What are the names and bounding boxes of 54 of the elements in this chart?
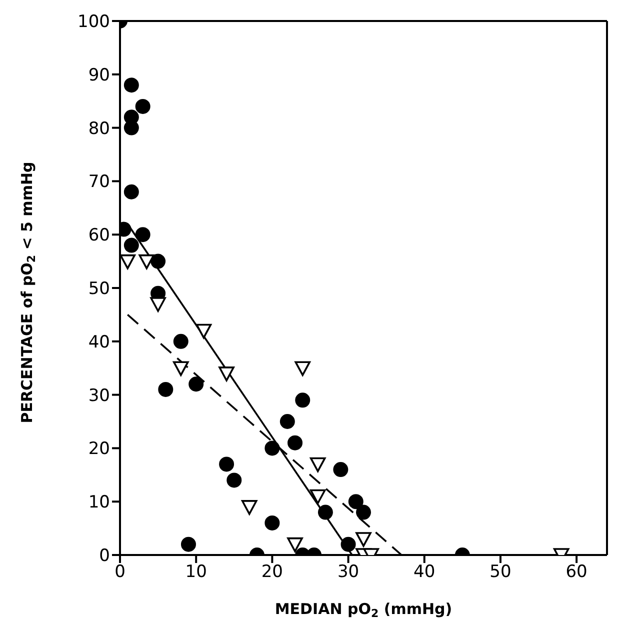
point — [196, 324, 212, 339]
point — [138, 254, 155, 270]
point — [333, 462, 348, 478]
point — [340, 536, 356, 552]
point — [188, 376, 204, 392]
y-tick-label: 90 — [88, 65, 110, 86]
x-tick-label: 10 — [185, 562, 207, 582]
point — [348, 494, 364, 510]
point — [310, 457, 326, 472]
point — [150, 254, 166, 269]
point — [173, 334, 188, 349]
point — [241, 500, 258, 515]
point — [124, 238, 139, 253]
point — [124, 120, 139, 136]
point — [287, 537, 303, 552]
point — [219, 456, 234, 472]
point — [356, 504, 371, 520]
x-tick-label: 50 — [490, 562, 512, 582]
point — [226, 472, 242, 488]
y-tick-label: 70 — [88, 172, 110, 192]
x-tick-label: 0 — [114, 562, 126, 582]
point — [180, 536, 196, 552]
y-tick-label: 80 — [88, 118, 110, 139]
x-axis-title: MEDIAN pO$_{2}$ (mmHg) — [274, 600, 452, 620]
x-tick-label: 60 — [566, 562, 588, 582]
point — [124, 184, 139, 200]
point — [172, 361, 189, 376]
y-tick-label: 100 — [78, 12, 110, 32]
point — [135, 98, 150, 114]
point — [150, 297, 166, 312]
y-tick-label: 20 — [88, 439, 110, 460]
y-tick-label: 40 — [88, 332, 110, 352]
point — [158, 382, 174, 397]
point — [218, 366, 234, 382]
x-tick-label: 40 — [414, 562, 436, 582]
point — [280, 414, 295, 429]
y-tick-label: 0 — [99, 546, 110, 566]
x-tick-label: 30 — [337, 562, 360, 582]
y-tick-label: 50 — [88, 279, 110, 300]
point — [264, 515, 280, 530]
y-tick-label: 10 — [88, 492, 110, 513]
point — [264, 440, 280, 456]
point — [288, 435, 303, 450]
point — [294, 361, 311, 376]
point — [120, 254, 136, 270]
x-tick-label: 20 — [261, 562, 284, 582]
point — [295, 392, 310, 408]
point — [135, 227, 150, 242]
point — [318, 504, 333, 520]
point — [124, 78, 139, 93]
y-tick-label: 30 — [88, 386, 110, 406]
y-tick-label: 60 — [88, 226, 110, 246]
point — [310, 489, 326, 504]
point — [356, 532, 372, 547]
